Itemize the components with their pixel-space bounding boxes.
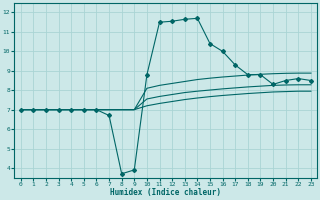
X-axis label: Humidex (Indice chaleur): Humidex (Indice chaleur) xyxy=(110,188,221,197)
